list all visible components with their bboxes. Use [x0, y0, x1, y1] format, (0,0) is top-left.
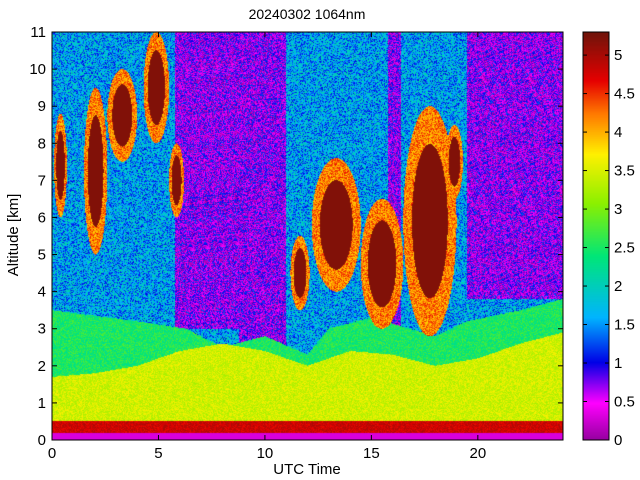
colorbar-tick-label: 2.5: [614, 240, 635, 257]
colorbar-tick-label: 0: [614, 432, 622, 449]
x-tick-label: 15: [363, 445, 380, 462]
y-tick-label: 10: [29, 61, 46, 78]
colorbar-tick-label: 4.5: [614, 86, 635, 103]
colorbar-tick-label: 5: [614, 47, 622, 64]
x-tick-label: 20: [469, 445, 486, 462]
y-tick-label: 2: [38, 358, 46, 375]
y-tick-label: 5: [38, 247, 46, 264]
y-tick-label: 0: [38, 432, 46, 449]
y-tick-label: 6: [38, 209, 46, 226]
colorbar-tick-label: 1: [614, 355, 622, 372]
y-axis-ticks: 0 1 2 3 4 5 6 7 8 9 10 11: [29, 24, 563, 449]
colorbar-tick-label: 3: [614, 201, 622, 218]
x-tick-label: 0: [48, 445, 56, 462]
colorbar-tick-label: 4: [614, 124, 622, 141]
plot-frame: [51, 31, 564, 441]
chart-title: 20240302 1064nm: [249, 6, 366, 22]
y-tick-label: 8: [38, 135, 46, 152]
heatmap-image: [52, 32, 563, 440]
x-tick-label: 5: [154, 445, 162, 462]
y-tick-label: 7: [38, 172, 46, 189]
y-tick-label: 1: [38, 395, 46, 412]
colorbar-frame: [582, 31, 610, 441]
x-tick-label: 10: [257, 445, 274, 462]
y-tick-label: 4: [38, 284, 46, 301]
x-axis-label: UTC Time: [273, 461, 341, 478]
colorbar-tick-label: 3.5: [614, 163, 635, 180]
y-tick-label: 11: [30, 24, 46, 41]
y-tick-label: 9: [38, 98, 46, 115]
y-tick-label: 3: [38, 321, 46, 338]
colorbar-tick-label: 1.5: [614, 317, 635, 334]
colorbar-tick-label: 0.5: [614, 394, 635, 411]
colorbar-gradient: [583, 32, 609, 440]
x-axis-ticks: 0 5 10 15 20: [48, 32, 486, 462]
colorbar-tick-label: 2: [614, 278, 622, 295]
y-axis-label: Altitude [km]: [5, 194, 22, 277]
colorbar-ticks: 0 0.5 1 1.5 2 2.5 3 3.5 4 4.5 5: [583, 47, 635, 449]
